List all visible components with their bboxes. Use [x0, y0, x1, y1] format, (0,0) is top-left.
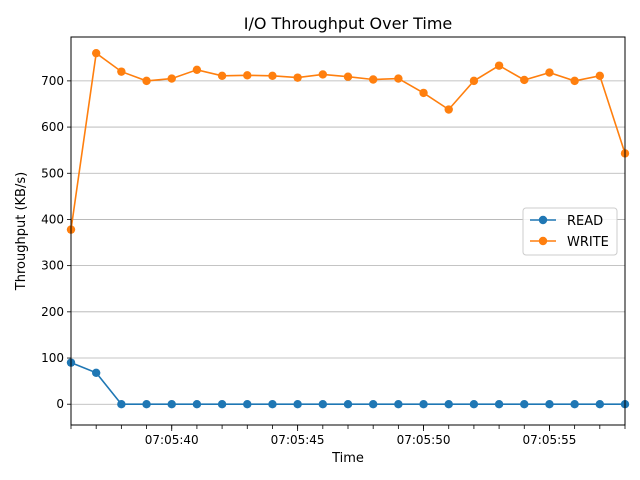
data-point-read [368, 400, 378, 409]
series-write [66, 48, 630, 234]
data-point-read [444, 400, 453, 409]
data-point-write [394, 74, 403, 83]
data-point-read [91, 368, 101, 378]
data-point-read [268, 400, 277, 409]
y-tick-label: 500 [41, 166, 64, 180]
data-point-read [494, 400, 504, 409]
data-point-write [91, 48, 101, 58]
data-point-write [520, 75, 529, 85]
legend-label-write: WRITE [567, 235, 609, 250]
series-line-read [70, 361, 625, 406]
data-point-read [142, 400, 151, 409]
data-point-read [117, 400, 126, 409]
y-tick-label: 400 [41, 212, 64, 226]
data-point-write [368, 75, 378, 84]
y-tick-label: 700 [41, 74, 64, 88]
data-point-write [142, 76, 151, 86]
data-point-write [167, 74, 176, 83]
data-point-write [469, 76, 479, 86]
grid-lines [71, 80, 625, 405]
y-axis: 0 100 200 300 400 500 600 700 [41, 74, 71, 411]
data-point-read [318, 400, 328, 409]
y-tick-label: 200 [41, 305, 64, 319]
x-tick-label: 07:05:45 [271, 433, 325, 447]
data-point-read [469, 400, 479, 409]
legend-marker-read [538, 215, 548, 225]
legend: READ WRITE [522, 207, 618, 256]
data-point-read [293, 400, 302, 409]
data-point-read [192, 400, 202, 409]
series-layer [66, 48, 630, 409]
data-point-write [192, 65, 202, 74]
legend-marker-write [538, 236, 548, 246]
series-read [66, 358, 630, 409]
data-point-read [217, 400, 227, 409]
data-point-write [570, 76, 579, 86]
data-point-write [595, 71, 605, 81]
data-point-write [243, 71, 252, 80]
y-axis-label: Throughput (KB/s) [14, 172, 29, 291]
data-point-read [570, 400, 579, 409]
legend-label-read: READ [567, 214, 603, 229]
x-axis-label: Time [331, 451, 364, 466]
data-point-write [268, 71, 277, 81]
data-point-write [117, 67, 126, 76]
data-point-read [343, 400, 353, 409]
x-tick-label: 07:05:40 [145, 433, 199, 447]
data-point-write [293, 73, 302, 82]
x-axis: 07:05:40 07:05:45 07:05:50 07:05:55 [70, 425, 626, 447]
data-point-read [394, 400, 403, 409]
x-tick-label: 07:05:55 [523, 433, 577, 447]
data-point-write [217, 71, 227, 81]
data-point-write [318, 70, 328, 79]
y-tick-label: 0 [56, 397, 64, 411]
data-point-read [419, 400, 428, 409]
x-tick-label: 07:05:50 [397, 433, 451, 447]
data-point-read [520, 400, 529, 409]
data-point-read [243, 400, 252, 409]
y-tick-label: 600 [41, 120, 64, 134]
data-point-write [419, 88, 428, 98]
data-point-write [494, 61, 504, 70]
y-tick-label: 100 [41, 351, 64, 365]
data-point-write [444, 105, 453, 114]
data-point-read [595, 400, 605, 409]
chart-title: I/O Throughput Over Time [244, 14, 453, 33]
data-point-write [545, 68, 554, 77]
data-point-read [167, 400, 176, 409]
data-point-write [343, 72, 353, 81]
y-tick-label: 300 [41, 259, 64, 273]
data-point-read [545, 400, 554, 409]
